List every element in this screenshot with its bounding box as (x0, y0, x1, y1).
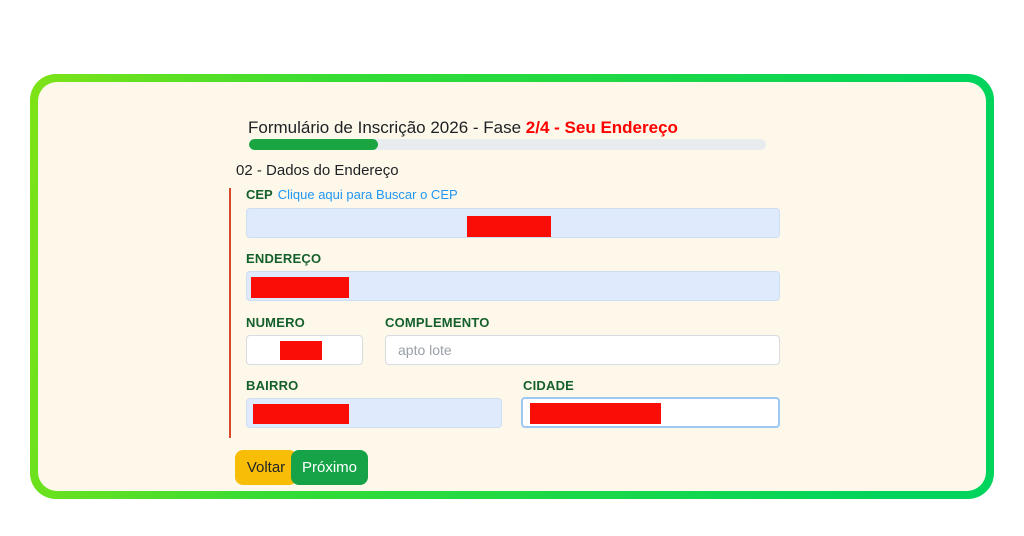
complemento-label: COMPLEMENTO (385, 315, 490, 330)
form-left-rule (229, 188, 231, 438)
endereco-redacted-value (251, 277, 349, 298)
cep-redacted-value (467, 216, 551, 237)
cep-search-link[interactable]: Clique aqui para Buscar o CEP (277, 187, 458, 202)
section-title: 02 - Dados do Endereço (236, 162, 399, 179)
numero-input[interactable] (246, 335, 363, 365)
cep-input[interactable] (246, 208, 780, 238)
cidade-label: CIDADE (523, 378, 575, 393)
bairro-redacted-value (253, 404, 349, 424)
page-title-phase: 2/4 - Seu Endereço (525, 118, 678, 137)
numero-redacted-value (280, 341, 322, 360)
proximo-button[interactable]: Próximo (291, 450, 368, 485)
cep-label: CEP (246, 187, 273, 202)
progress-bar-fill (249, 139, 379, 150)
voltar-button[interactable]: Voltar (235, 450, 297, 485)
page-title: Formulário de Inscrição 2026 - Fase 2/4 … (248, 118, 678, 138)
complemento-input[interactable] (385, 335, 780, 365)
cep-label-row: CEP Clique aqui para Buscar o CEP (246, 187, 458, 202)
numero-label: NUMERO (246, 315, 305, 330)
bairro-label: BAIRRO (246, 378, 299, 393)
page-title-prefix: Formulário de Inscrição 2026 - Fase (248, 118, 526, 137)
progress-bar (249, 139, 766, 150)
endereco-label: ENDEREÇO (246, 251, 322, 266)
cidade-redacted-value (530, 403, 661, 424)
